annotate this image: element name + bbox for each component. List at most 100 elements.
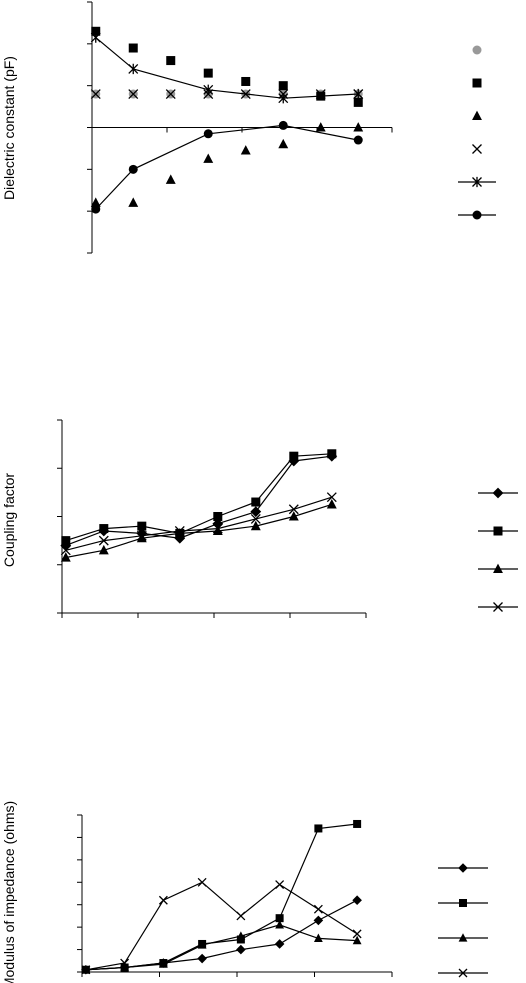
data-point xyxy=(326,499,337,509)
legend xyxy=(478,487,518,612)
data-point xyxy=(212,525,223,536)
data-point xyxy=(250,513,261,524)
data-point xyxy=(251,497,261,507)
data-point xyxy=(99,524,109,534)
data-point xyxy=(174,527,185,538)
coupling-chart-svg: Coupling factor xyxy=(1,419,518,618)
legend-marker xyxy=(472,45,482,55)
data-point xyxy=(236,944,246,955)
series-line xyxy=(85,924,358,971)
series-2 xyxy=(60,499,337,562)
series-line xyxy=(65,503,332,559)
legend-marker xyxy=(472,210,482,220)
data-point xyxy=(353,88,364,100)
data-point xyxy=(197,953,207,964)
data-point xyxy=(313,904,323,914)
axes-1 xyxy=(57,419,367,618)
series-3 xyxy=(60,492,337,556)
data-point xyxy=(137,521,147,531)
series-2 xyxy=(81,920,362,974)
data-point xyxy=(353,122,364,132)
data-point xyxy=(250,506,262,518)
series-line xyxy=(65,453,332,542)
data-point xyxy=(158,959,168,968)
series-line xyxy=(65,455,332,546)
legend-marker xyxy=(472,110,482,121)
series-1 xyxy=(81,819,362,974)
dielectric-chart: Dielectric constant (pF) xyxy=(0,0,526,300)
data-point xyxy=(174,526,185,536)
data-point xyxy=(250,520,261,531)
legend-marker xyxy=(493,602,503,612)
coupling-ylabel: Coupling factor xyxy=(1,473,17,568)
data-point xyxy=(275,914,284,923)
data-point xyxy=(353,97,363,107)
data-point xyxy=(278,138,289,149)
dielectric-ylabel: Dielectric constant (pF) xyxy=(1,56,17,200)
impedance-chart-svg: Modulus of impedance (ohms) xyxy=(1,801,488,983)
legend-marker xyxy=(492,487,504,499)
data-point xyxy=(212,518,224,530)
legend xyxy=(438,863,488,978)
data-point xyxy=(289,451,299,461)
impedance-ylabel: Modulus of impedance (ohms) xyxy=(1,801,17,983)
data-point xyxy=(236,911,246,921)
data-point xyxy=(352,935,362,945)
data-point xyxy=(197,940,207,949)
legend-marker xyxy=(458,933,468,942)
data-point xyxy=(278,120,288,130)
data-point xyxy=(61,536,71,546)
series-line xyxy=(85,881,358,971)
data-point xyxy=(327,449,337,459)
axes-0 xyxy=(87,1,393,254)
data-point xyxy=(278,81,288,91)
series-line xyxy=(65,496,332,551)
data-point xyxy=(136,532,147,543)
data-point xyxy=(136,530,147,541)
data-point xyxy=(352,895,362,906)
data-point xyxy=(203,84,214,96)
data-point xyxy=(236,931,246,940)
data-point xyxy=(120,962,130,972)
series-4 xyxy=(90,32,364,104)
data-point xyxy=(240,145,251,155)
impedance-chart: Modulus of impedance (ohms) xyxy=(0,795,526,983)
data-point xyxy=(203,68,213,78)
dielectric-chart-svg: Dielectric constant (pF) xyxy=(1,1,496,254)
data-point xyxy=(288,511,299,521)
data-point xyxy=(91,26,101,36)
data-point xyxy=(353,819,362,828)
data-point xyxy=(98,535,109,546)
data-point xyxy=(128,164,138,174)
data-point xyxy=(90,32,101,43)
series-3 xyxy=(81,877,362,975)
data-point xyxy=(288,504,299,515)
data-point xyxy=(326,492,337,503)
legend xyxy=(458,45,496,220)
series-2 xyxy=(90,122,364,207)
series-5 xyxy=(91,120,363,214)
data-point xyxy=(353,135,363,145)
data-point xyxy=(197,877,207,887)
data-point xyxy=(314,824,323,833)
data-point xyxy=(315,122,326,132)
data-point xyxy=(120,958,130,968)
legend-marker xyxy=(472,144,482,154)
data-point xyxy=(128,197,139,207)
data-point xyxy=(128,43,138,53)
data-point xyxy=(203,153,214,163)
data-point xyxy=(158,895,168,905)
data-point xyxy=(98,544,109,555)
data-point xyxy=(278,93,289,104)
data-point xyxy=(313,915,324,926)
data-point xyxy=(128,63,139,75)
data-point xyxy=(165,89,176,99)
data-point xyxy=(81,965,91,975)
legend-marker xyxy=(472,176,482,188)
data-point xyxy=(352,929,362,939)
data-point xyxy=(313,933,323,942)
data-point xyxy=(91,204,101,214)
series-0 xyxy=(60,450,338,551)
data-point xyxy=(165,174,176,184)
coupling-chart: Coupling factor xyxy=(0,400,526,640)
